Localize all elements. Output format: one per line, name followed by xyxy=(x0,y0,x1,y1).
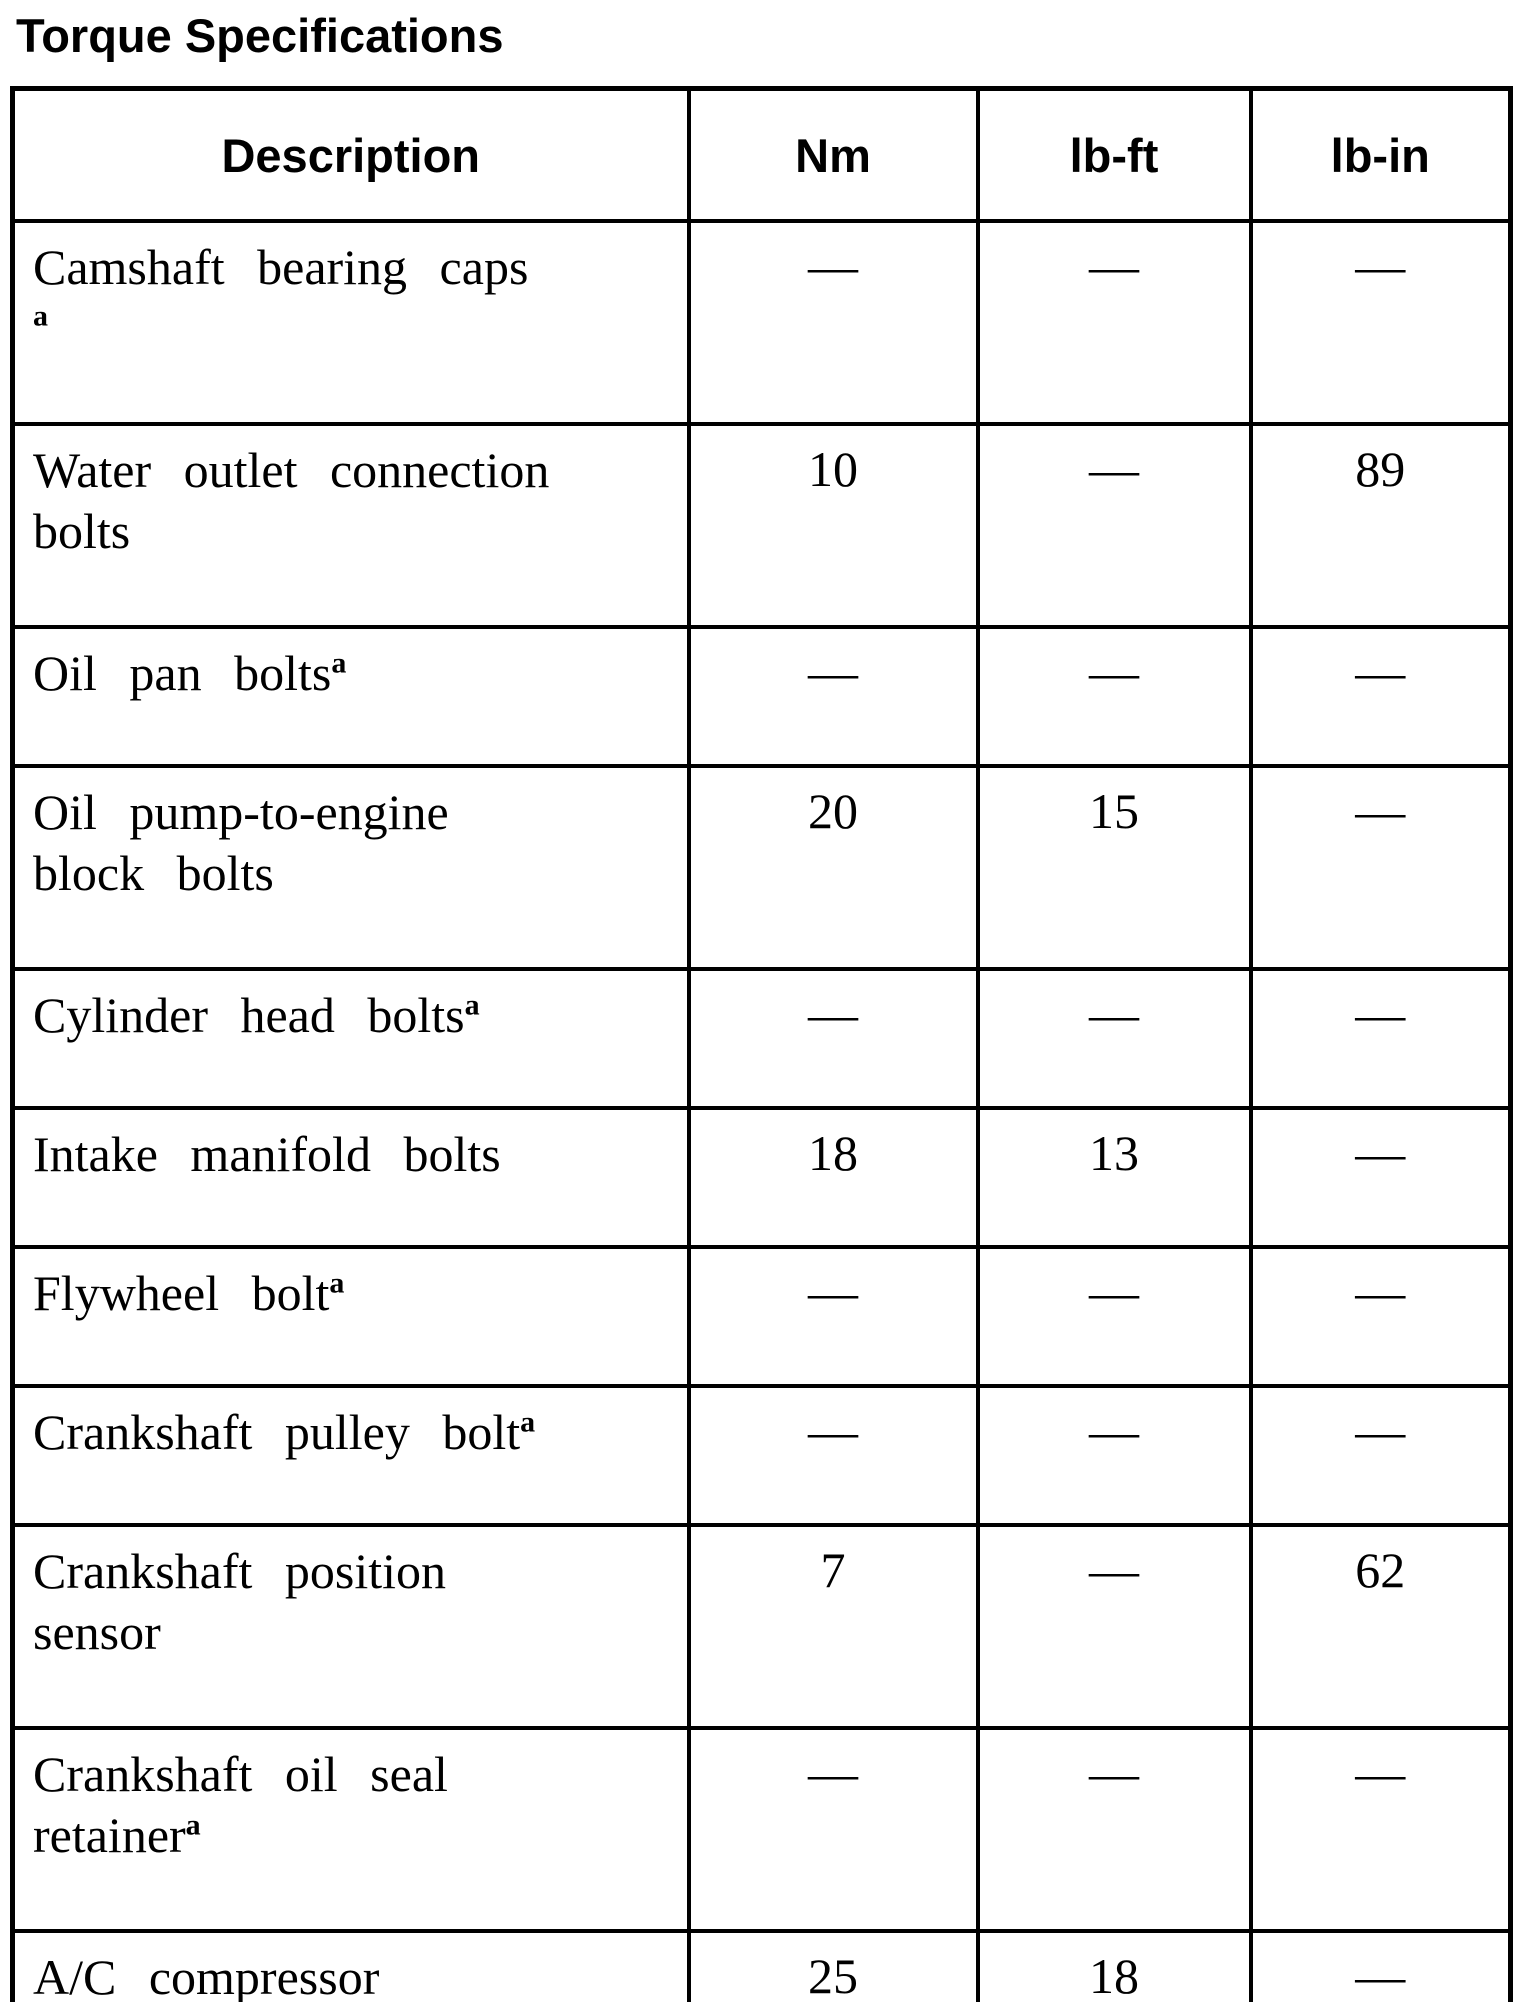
description-line: Oil pan boltsa xyxy=(33,645,347,701)
description-line: Flywheel bolta xyxy=(33,1265,345,1321)
nm-cell: 7 xyxy=(686,1523,980,1730)
description-line: sensor xyxy=(33,1604,161,1660)
nm-cell: — xyxy=(686,625,980,768)
table-row: Water outlet connection bolts 10 — 89 xyxy=(10,422,1513,629)
lb-ft-cell: 18 xyxy=(975,1929,1253,2002)
nm-cell: 25 xyxy=(686,1929,980,2002)
description-line: retainera xyxy=(33,1807,201,1863)
nm-cell: 18 xyxy=(686,1106,980,1249)
description-cell: Crankshaft position sensor xyxy=(10,1523,691,1730)
table-row: Flywheel bolta — — — xyxy=(10,1245,1513,1388)
table-row: Crankshaft oil seal retainera — — — xyxy=(10,1726,1513,1933)
nm-cell: — xyxy=(686,1726,980,1933)
footnote-marker: a xyxy=(331,646,347,680)
lb-in-cell: — xyxy=(1248,967,1513,1110)
footnote-marker: a xyxy=(185,1808,201,1842)
description-line: Crankshaft oil seal xyxy=(33,1746,448,1802)
description-line: Cylinder head boltsa xyxy=(33,987,480,1043)
table-body: Camshaft bearing caps a — — — Water outle… xyxy=(10,219,1513,2002)
lb-in-cell: 89 xyxy=(1248,422,1513,629)
description-cell: Cylinder head boltsa xyxy=(10,967,691,1110)
table-row: A/C compressormounting bolts 25 18 — xyxy=(10,1929,1513,2002)
lb-ft-cell: — xyxy=(975,422,1253,629)
column-header-description: Description xyxy=(10,86,691,223)
description-cell: A/C compressormounting bolts xyxy=(10,1929,691,2002)
lb-ft-cell: — xyxy=(975,967,1253,1110)
nm-cell: 20 xyxy=(686,764,980,971)
footnote-marker: a xyxy=(520,1405,536,1439)
lb-ft-cell: 15 xyxy=(975,764,1253,971)
lb-in-cell: — xyxy=(1248,1929,1513,2002)
nm-cell: — xyxy=(686,967,980,1110)
description-line: Crankshaft pulley bolta xyxy=(33,1404,536,1460)
table-row: Cylinder head boltsa — — — xyxy=(10,967,1513,1110)
nm-cell: — xyxy=(686,1384,980,1527)
description-cell: Crankshaft pulley bolta xyxy=(10,1384,691,1527)
lb-ft-cell: — xyxy=(975,1384,1253,1527)
column-header-lb-in: lb-in xyxy=(1248,86,1513,223)
lb-in-cell: — xyxy=(1248,625,1513,768)
description-cell: Intake manifold bolts xyxy=(10,1106,691,1249)
torque-specifications-table: Description Nm lb-ft lb-in Camshaft bear… xyxy=(10,86,1513,2002)
description-cell: Water outlet connection bolts xyxy=(10,422,691,629)
lb-in-cell: — xyxy=(1248,219,1513,426)
lb-ft-cell: — xyxy=(975,1245,1253,1388)
description-cell: Camshaft bearing caps a xyxy=(10,219,691,426)
description-cell: Flywheel bolta xyxy=(10,1245,691,1388)
footnote-marker: a xyxy=(464,988,480,1022)
description-cell: Crankshaft oil seal retainera xyxy=(10,1726,691,1933)
description-line: Intake manifold bolts xyxy=(33,1126,501,1182)
page-title: Torque Specifications xyxy=(16,9,504,62)
description-cell: Oil pump-to-engine block bolts xyxy=(10,764,691,971)
lb-ft-cell: — xyxy=(975,1726,1253,1933)
table-header-row: Description Nm lb-ft lb-in xyxy=(10,86,1513,223)
description-line: Crankshaft position xyxy=(33,1543,447,1599)
description-line: A/C compressor xyxy=(33,1949,380,2002)
description-line: Water outlet connection xyxy=(33,442,550,498)
description-line: Camshaft bearing caps xyxy=(33,239,529,295)
description-line: Oil pump-to-engine xyxy=(33,784,449,840)
table-row: Oil pump-to-engine block bolts 20 15 — xyxy=(10,764,1513,971)
footnote-marker: a xyxy=(33,299,48,333)
lb-in-cell: — xyxy=(1248,764,1513,971)
column-header-lb-ft: lb-ft xyxy=(975,86,1253,223)
table-row: Crankshaft position sensor 7 — 62 xyxy=(10,1523,1513,1730)
lb-ft-cell: — xyxy=(975,625,1253,768)
nm-cell: — xyxy=(686,1245,980,1388)
description-cell: Oil pan boltsa xyxy=(10,625,691,768)
column-header-nm: Nm xyxy=(686,86,980,223)
lb-in-cell: — xyxy=(1248,1384,1513,1527)
table-row: Crankshaft pulley bolta — — — xyxy=(10,1384,1513,1527)
description-line: block bolts xyxy=(33,845,274,901)
footnote-marker: a xyxy=(329,1266,345,1300)
nm-cell: 10 xyxy=(686,422,980,629)
lb-in-cell: — xyxy=(1248,1245,1513,1388)
description-line: bolts xyxy=(33,503,131,559)
table-row: Oil pan boltsa — — — xyxy=(10,625,1513,768)
lb-ft-cell: — xyxy=(975,219,1253,426)
table-row: Camshaft bearing caps a — — — xyxy=(10,219,1513,426)
nm-cell: — xyxy=(686,219,980,426)
lb-ft-cell: — xyxy=(975,1523,1253,1730)
lb-in-cell: — xyxy=(1248,1726,1513,1933)
lb-in-cell: 62 xyxy=(1248,1523,1513,1730)
lb-in-cell: — xyxy=(1248,1106,1513,1249)
footnote-line: a xyxy=(33,298,661,354)
lb-ft-cell: 13 xyxy=(975,1106,1253,1249)
table-row: Intake manifold bolts 18 13 — xyxy=(10,1106,1513,1249)
